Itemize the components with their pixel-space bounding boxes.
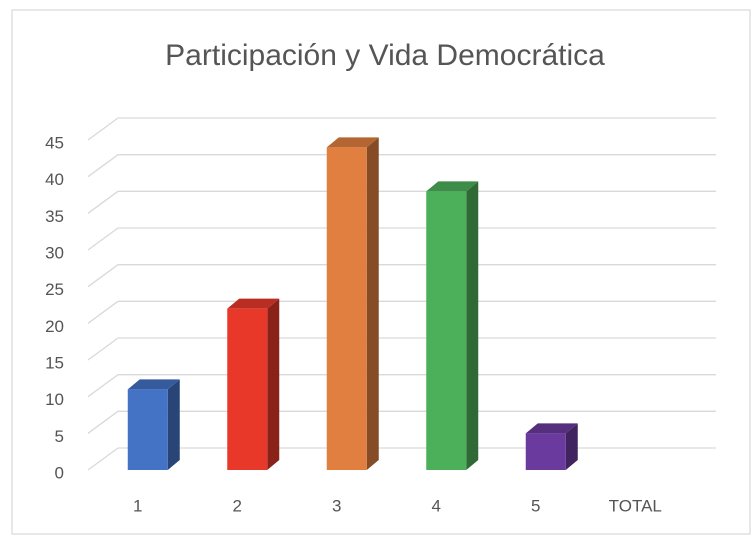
- y-tick-label: 25: [45, 280, 64, 299]
- grid-line: [87, 227, 119, 251]
- grid-line: [87, 154, 119, 178]
- y-tick-label: 30: [45, 243, 64, 262]
- x-tick-label: 4: [432, 496, 441, 515]
- y-tick-label: 20: [45, 317, 64, 336]
- grid-line: [87, 337, 119, 361]
- grid-line: [87, 117, 119, 141]
- bar: [525, 433, 566, 470]
- grid-line: [87, 447, 119, 471]
- bar: [426, 191, 467, 471]
- x-tick-label: 5: [531, 496, 540, 515]
- bar-top: [227, 298, 280, 309]
- y-tick-label: 45: [45, 133, 64, 152]
- chart-frame: [11, 9, 751, 535]
- grid-line: [87, 410, 119, 434]
- bar: [227, 308, 268, 470]
- bar-side: [565, 423, 578, 470]
- chart-title: Participación y Vida Democrática: [165, 39, 605, 72]
- y-tick-label: 5: [55, 427, 64, 446]
- grid-line: [87, 300, 119, 324]
- bar-side: [167, 379, 180, 470]
- y-tick-label: 10: [45, 390, 64, 409]
- grid-line: [87, 190, 119, 214]
- y-tick-label: 0: [55, 463, 64, 482]
- bar-top: [525, 423, 578, 434]
- bar-side: [267, 298, 280, 470]
- y-tick-label: 40: [45, 170, 64, 189]
- bar-side: [466, 181, 479, 471]
- grid-line: [87, 374, 119, 398]
- x-tick-label: TOTAL: [609, 496, 662, 515]
- x-tick-label: 3: [332, 496, 341, 515]
- bar: [127, 389, 168, 470]
- bar-top: [326, 137, 379, 148]
- y-tick-label: 15: [45, 353, 64, 372]
- bar: [326, 147, 367, 471]
- grid-line: [87, 264, 119, 288]
- y-tick-label: 35: [45, 207, 64, 226]
- bar-top: [426, 181, 479, 192]
- bar-side: [366, 137, 379, 471]
- bar-top: [127, 379, 180, 390]
- x-tick-label: 2: [233, 496, 242, 515]
- x-tick-label: 1: [133, 496, 142, 515]
